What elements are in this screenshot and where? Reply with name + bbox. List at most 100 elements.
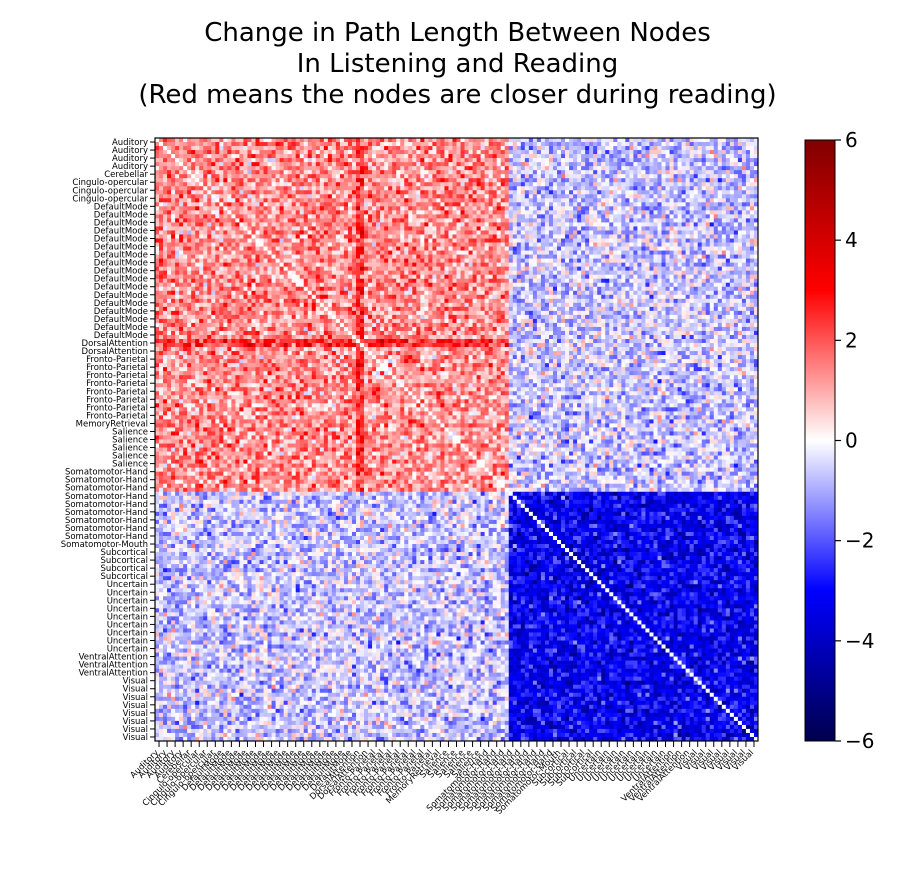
heatmap-cell bbox=[272, 230, 276, 234]
heatmap-cell bbox=[637, 166, 641, 170]
heatmap-cell bbox=[356, 202, 360, 206]
heatmap-cell bbox=[183, 158, 187, 162]
heatmap-cell bbox=[694, 243, 698, 247]
heatmap-cell bbox=[489, 146, 493, 150]
heatmap-cell bbox=[621, 255, 625, 259]
heatmap-cell bbox=[617, 251, 621, 255]
heatmap-cell bbox=[400, 222, 404, 226]
heatmap-cell bbox=[609, 243, 613, 247]
heatmap-cell bbox=[505, 190, 509, 194]
heatmap-cell bbox=[746, 202, 750, 206]
heatmap-cell bbox=[396, 186, 400, 190]
heatmap-cell bbox=[223, 190, 227, 194]
heatmap-cell bbox=[300, 234, 304, 238]
heatmap-cell bbox=[481, 259, 485, 263]
heatmap-cell bbox=[662, 218, 666, 222]
heatmap-cell bbox=[537, 206, 541, 210]
heatmap-cell bbox=[223, 142, 227, 146]
heatmap-cell bbox=[742, 142, 746, 146]
heatmap-cell bbox=[384, 267, 388, 271]
heatmap-cell bbox=[171, 202, 175, 206]
heatmap-cell bbox=[408, 202, 412, 206]
heatmap-cell bbox=[328, 255, 332, 259]
heatmap-cell bbox=[553, 218, 557, 222]
heatmap-cell bbox=[569, 166, 573, 170]
heatmap-cell bbox=[360, 166, 364, 170]
heatmap-cell bbox=[461, 138, 465, 142]
heatmap-cell bbox=[304, 138, 308, 142]
heatmap-cell bbox=[722, 142, 726, 146]
heatmap-cell bbox=[621, 210, 625, 214]
heatmap-cell bbox=[251, 138, 255, 142]
heatmap-cell bbox=[706, 226, 710, 230]
heatmap-cell bbox=[308, 263, 312, 267]
heatmap-cell bbox=[686, 218, 690, 222]
heatmap-cell bbox=[625, 251, 629, 255]
heatmap-cell bbox=[461, 243, 465, 247]
heatmap-cell bbox=[179, 158, 183, 162]
heatmap-cell bbox=[529, 218, 533, 222]
heatmap-cell bbox=[637, 186, 641, 190]
heatmap-cell bbox=[461, 255, 465, 259]
heatmap-cell bbox=[633, 194, 637, 198]
heatmap-cell bbox=[256, 234, 260, 238]
heatmap-cell bbox=[461, 210, 465, 214]
heatmap-cell bbox=[714, 226, 718, 230]
heatmap-cell bbox=[448, 226, 452, 230]
heatmap-cell bbox=[493, 142, 497, 146]
heatmap-cell bbox=[356, 194, 360, 198]
heatmap-cell bbox=[742, 234, 746, 238]
heatmap-cell bbox=[686, 186, 690, 190]
heatmap-cell bbox=[424, 146, 428, 150]
heatmap-cell bbox=[686, 251, 690, 255]
heatmap-cell bbox=[718, 174, 722, 178]
heatmap-cell bbox=[461, 190, 465, 194]
heatmap-cell bbox=[163, 218, 167, 222]
heatmap-cell bbox=[637, 222, 641, 226]
heatmap-cell bbox=[678, 251, 682, 255]
heatmap-cell bbox=[215, 174, 219, 178]
heatmap-cell bbox=[199, 210, 203, 214]
heatmap-cell bbox=[340, 186, 344, 190]
heatmap-cell bbox=[525, 174, 529, 178]
heatmap-cell bbox=[256, 190, 260, 194]
heatmap-cell bbox=[738, 206, 742, 210]
heatmap-cell bbox=[653, 154, 657, 158]
heatmap-cell bbox=[637, 218, 641, 222]
heatmap-cell bbox=[440, 158, 444, 162]
heatmap-cell bbox=[529, 194, 533, 198]
heatmap-cell bbox=[605, 150, 609, 154]
heatmap-cell bbox=[525, 182, 529, 186]
heatmap-cell bbox=[223, 271, 227, 275]
heatmap-cell bbox=[621, 170, 625, 174]
heatmap-cell bbox=[416, 263, 420, 267]
heatmap-cell bbox=[501, 138, 505, 142]
heatmap-cell bbox=[629, 202, 633, 206]
heatmap-cell bbox=[637, 146, 641, 150]
heatmap-cell bbox=[726, 170, 730, 174]
heatmap-cell bbox=[328, 263, 332, 267]
heatmap-cell bbox=[738, 259, 742, 263]
heatmap-cell bbox=[264, 182, 268, 186]
heatmap-cell bbox=[617, 222, 621, 226]
heatmap-cell bbox=[187, 255, 191, 259]
heatmap-cell bbox=[324, 138, 328, 142]
heatmap-cell bbox=[549, 170, 553, 174]
heatmap-cell bbox=[408, 170, 412, 174]
heatmap-cell bbox=[718, 243, 722, 247]
heatmap-cell bbox=[284, 247, 288, 251]
heatmap-cell bbox=[272, 234, 276, 238]
heatmap-cell bbox=[368, 222, 372, 226]
heatmap-cell bbox=[292, 267, 296, 271]
heatmap-cell bbox=[521, 186, 525, 190]
heatmap-cell bbox=[609, 206, 613, 210]
heatmap-cell bbox=[625, 166, 629, 170]
heatmap-cell bbox=[296, 162, 300, 166]
heatmap-cell bbox=[408, 267, 412, 271]
heatmap-cell bbox=[698, 142, 702, 146]
heatmap-cell bbox=[613, 142, 617, 146]
heatmap-cell bbox=[722, 234, 726, 238]
heatmap-cell bbox=[239, 202, 243, 206]
heatmap-cell bbox=[436, 234, 440, 238]
heatmap-cell bbox=[272, 222, 276, 226]
